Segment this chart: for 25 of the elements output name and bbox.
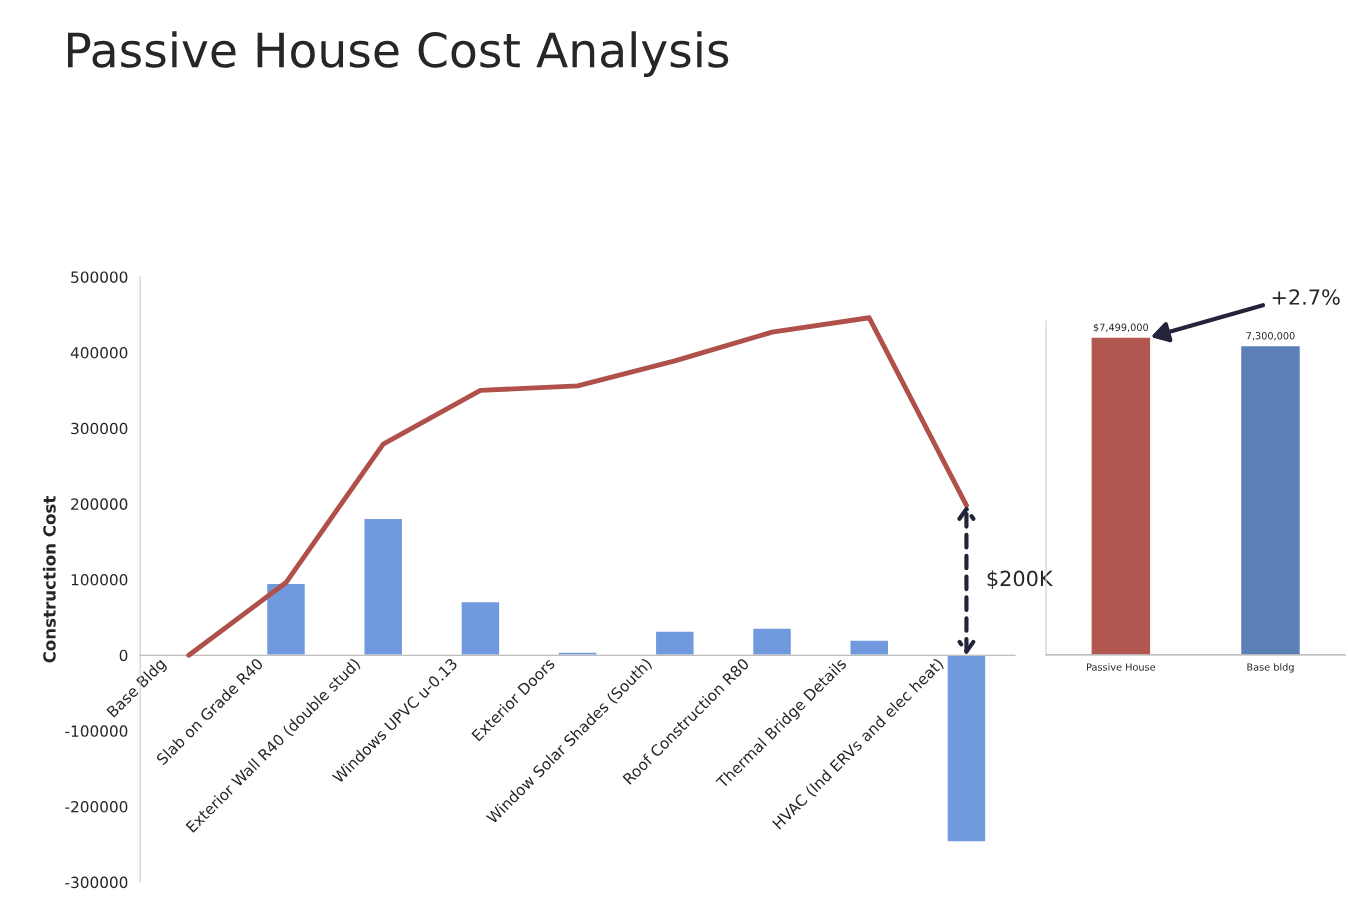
bar [654, 630, 695, 656]
y-tick-label: -100000 [65, 725, 128, 737]
y-tick-label: -300000 [65, 876, 128, 889]
x-tick-label: Base bldg [1247, 663, 1294, 673]
bar [751, 627, 793, 656]
data-label: 7,300,000 [1246, 332, 1295, 341]
chart-title: Passive House Cost Analysis [67, 31, 729, 77]
text: +2.7% [1272, 289, 1340, 305]
x-tick-label: Passive House [1087, 663, 1156, 671]
y-tick-label: 400000 [70, 347, 128, 359]
bar [849, 639, 890, 656]
annotation: $200K [987, 570, 1053, 590]
data-label: $7,499,000 [1093, 323, 1149, 333]
bar [460, 600, 501, 656]
y-tick-label: 500000 [71, 271, 128, 283]
bar [265, 582, 307, 656]
bar [946, 654, 987, 843]
bar [363, 517, 404, 656]
bar [557, 651, 598, 656]
y-axis-title: Construction Cost [42, 496, 56, 663]
y-tick-label: 300000 [71, 422, 128, 435]
y-tick-label: -200000 [65, 800, 128, 813]
y-tick-label: 0 [119, 649, 128, 662]
y-tick-label: 100000 [71, 574, 128, 586]
y-tick-label: 200000 [71, 498, 128, 510]
